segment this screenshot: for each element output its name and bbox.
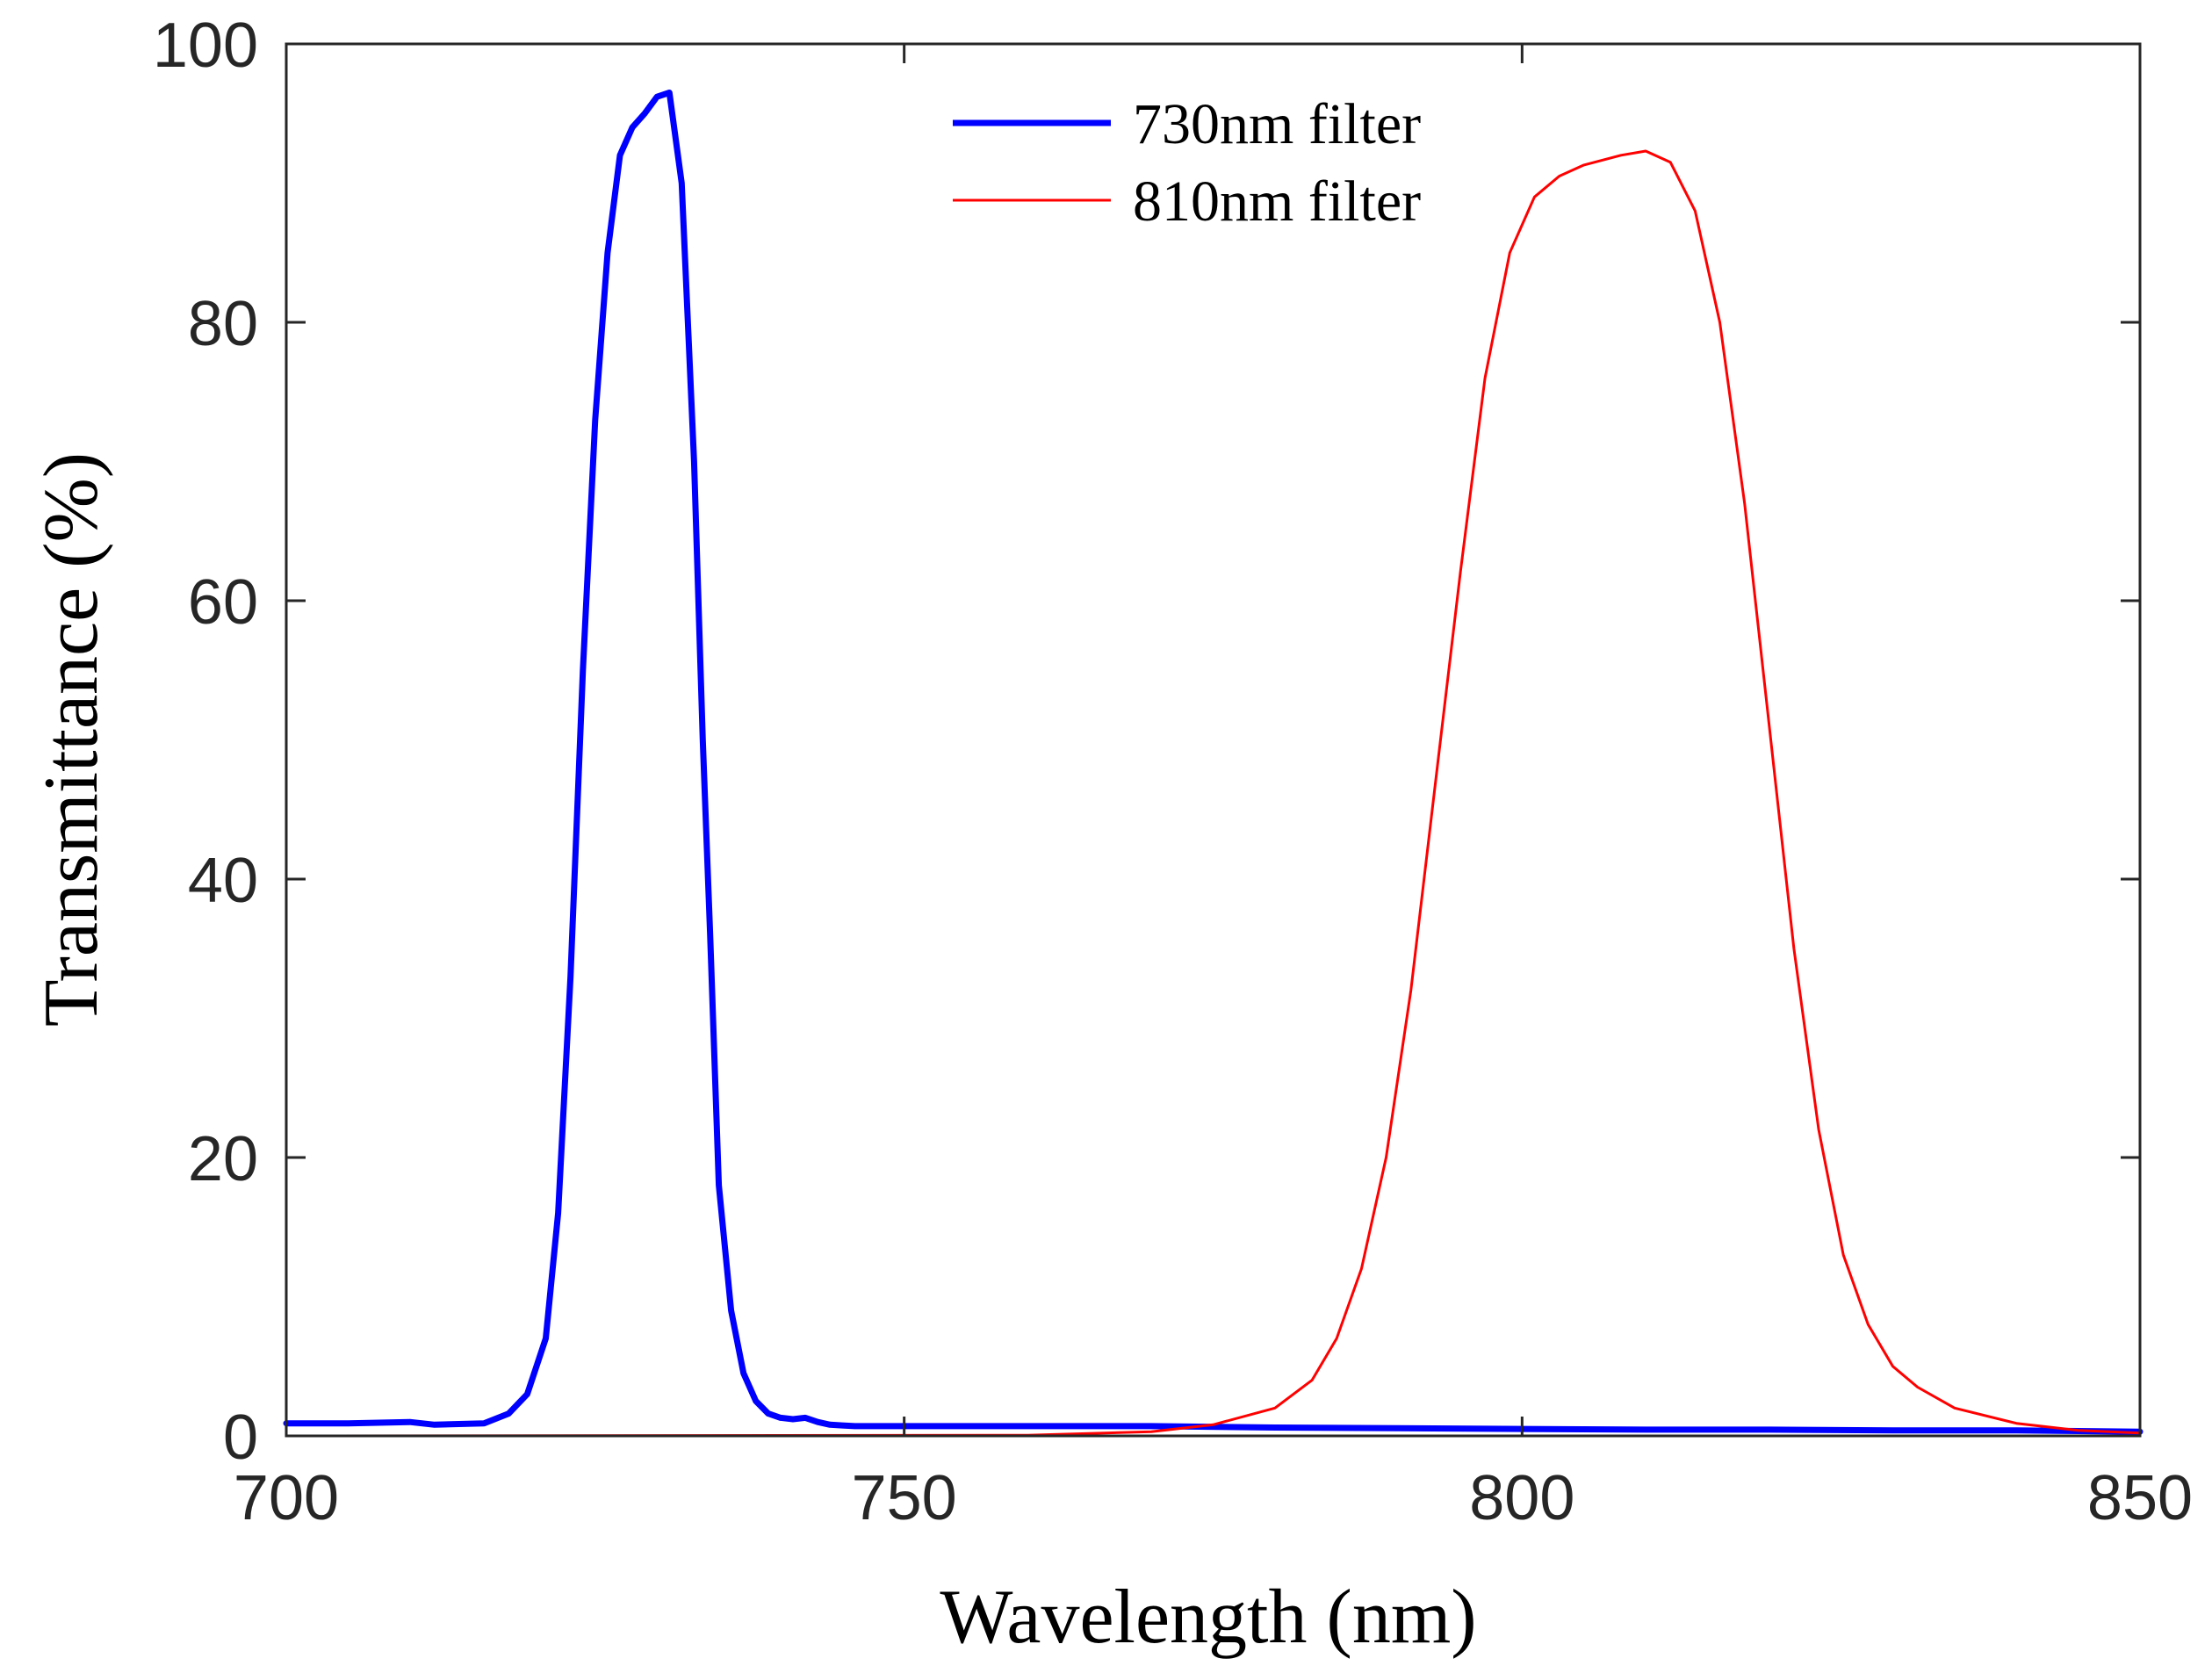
series-line-810nm-filter: [285, 149, 2142, 1438]
legend-label-730nm: 730nm filter: [1133, 92, 1421, 156]
x-tick-label: 850: [2087, 1463, 2193, 1533]
plot-area: 700 750 800 850 0 20 40 60 80 100: [153, 11, 2193, 1533]
y-tick-label: 100: [153, 11, 258, 81]
x-tick-label: 700: [234, 1463, 339, 1533]
legend-label-810nm: 810nm filter: [1133, 169, 1421, 234]
axes-background: [286, 44, 2140, 1436]
x-tick-label: 750: [852, 1463, 957, 1533]
y-tick-label: 20: [188, 1124, 258, 1194]
y-tick-label: 40: [188, 846, 258, 916]
y-tick-label: 0: [223, 1403, 258, 1473]
x-tick-label: 800: [1469, 1463, 1574, 1533]
axes-box: [285, 42, 2142, 1438]
series-layer: [283, 90, 2144, 1438]
y-tick-label: 80: [188, 289, 258, 359]
ticks-layer: 700 750 800 850 0 20 40 60 80 100: [153, 11, 2193, 1533]
y-axis-title: Transmittance (%): [29, 452, 114, 1027]
x-axis-title: Wavelength (nm): [940, 1575, 1476, 1660]
legend: 730nm filter 810nm filter: [953, 92, 1421, 234]
y-tick-label: 60: [188, 567, 258, 638]
